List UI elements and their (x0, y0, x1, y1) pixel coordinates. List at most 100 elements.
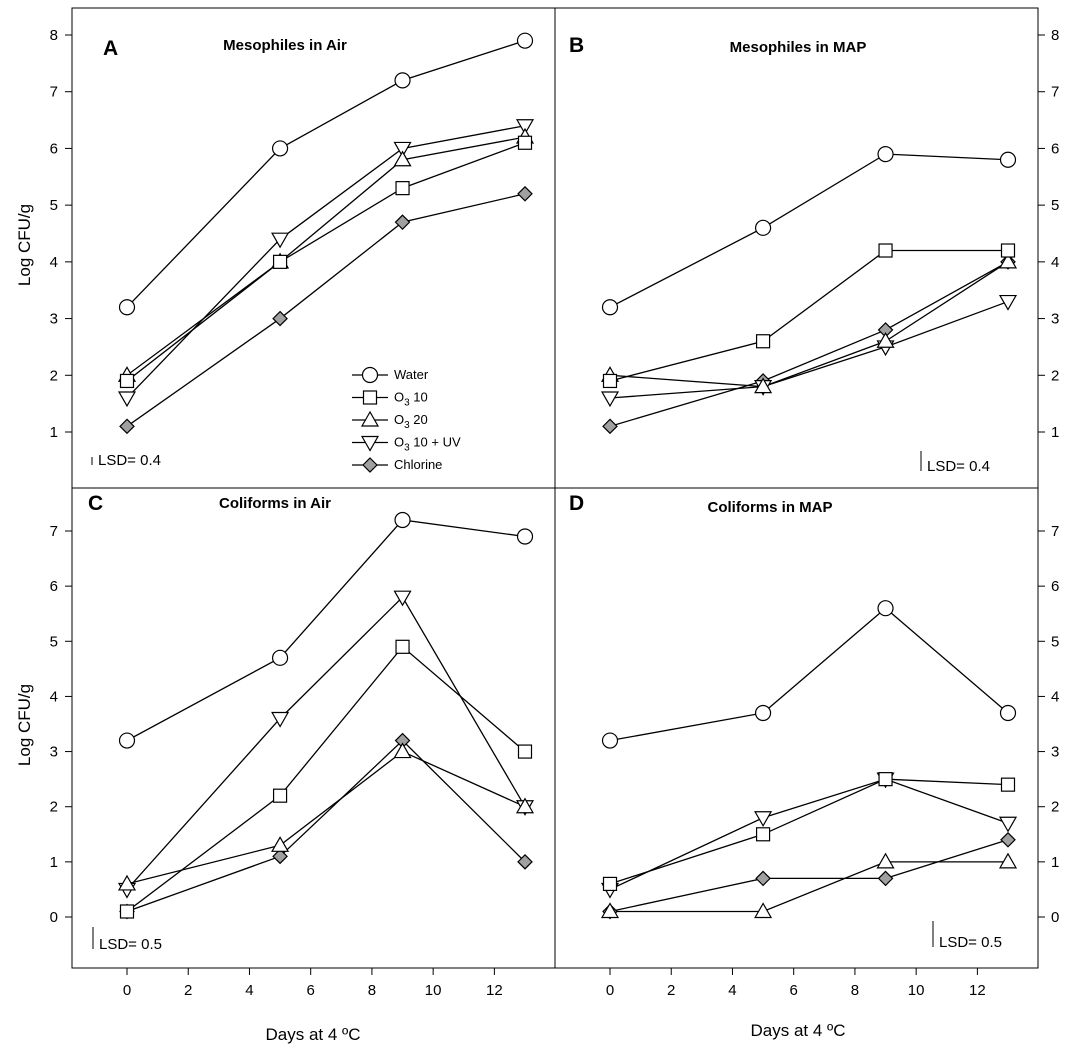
data-point (602, 418, 618, 435)
data-point (998, 816, 1018, 833)
y-tick-label: 2 (1051, 799, 1059, 816)
x-tick-label: 0 (606, 982, 614, 999)
data-point (601, 299, 619, 316)
y-tick-label: 2 (1051, 367, 1059, 384)
data-point (272, 254, 288, 269)
x-tick-label: 12 (486, 982, 503, 999)
y-tick-label: 6 (1051, 578, 1059, 595)
y-tick-label: 7 (1051, 523, 1059, 540)
legend-marker (361, 366, 379, 384)
data-point (998, 852, 1018, 869)
series-line-o3-10-uv (126, 596, 526, 890)
series-line-o3-20 (610, 861, 1008, 913)
legend-label: O3 10 (394, 390, 428, 409)
series-line-o3-20 (126, 750, 526, 885)
y-tick-label: 0 (1051, 909, 1059, 926)
data-point (600, 902, 620, 919)
x-tick-label: 6 (790, 982, 798, 999)
data-point (119, 373, 135, 389)
y-tick-label: 1 (50, 854, 58, 871)
data-point (393, 141, 412, 158)
data-point (754, 377, 773, 394)
y-tick-label: 1 (1051, 854, 1059, 871)
lsd-label: LSD= 0.4 (927, 458, 990, 475)
data-point (271, 711, 290, 728)
y-tick-label: 1 (50, 424, 58, 441)
lsd-label: LSD= 0.4 (98, 452, 161, 469)
y-tick-label: 7 (50, 523, 58, 540)
data-point (877, 600, 894, 617)
data-point (394, 214, 411, 231)
data-point (876, 852, 895, 869)
y-tick-label: 8 (50, 27, 58, 44)
legend-marker (360, 435, 380, 452)
y-tick-label: 4 (1051, 254, 1059, 271)
data-point (754, 811, 773, 827)
panel-frame (71, 7, 556, 489)
series-line-water (126, 40, 526, 308)
series-line-o3-10 (126, 645, 526, 913)
panel-b: 1 2 3 4 5 6 7 8 B Mesophiles in MAP LSD= 0.4 (554, 7, 1059, 489)
series-line-chlorine (126, 739, 526, 913)
panel-frame (554, 487, 1039, 969)
data-point (878, 772, 893, 787)
data-point (119, 418, 135, 435)
data-point (602, 876, 618, 892)
y-tick-label: 2 (50, 367, 58, 384)
series-line-water (609, 607, 1009, 742)
data-point (394, 72, 411, 89)
x-axis-title-left: Days at 4 ºC (265, 1025, 360, 1044)
series-line-o3-10 (609, 778, 1009, 885)
data-point (119, 904, 135, 919)
data-point (998, 294, 1018, 311)
y-axis-title-top: Log CFU/g (15, 204, 34, 286)
series-line-chlorine (609, 261, 1009, 427)
data-point (118, 299, 136, 316)
data-point (515, 119, 535, 135)
panel-title: Mesophiles in MAP (730, 39, 867, 56)
panel-a: 1 2 3 4 5 6 7 8 A Mesophiles in Air LSD= 0.4 (50, 7, 556, 489)
data-point (271, 649, 289, 666)
y-tick-label: 3 (50, 311, 58, 328)
panel-letter: D (569, 492, 584, 515)
x-tick-label: 8 (851, 982, 859, 999)
data-point (516, 528, 534, 545)
data-point (517, 135, 533, 150)
data-point (516, 32, 534, 49)
series-line-o3-10-uv (609, 778, 1009, 891)
data-point (998, 252, 1018, 269)
data-point (600, 391, 620, 408)
x-tick-label: 4 (245, 982, 253, 999)
x-tick-label: 2 (184, 982, 192, 999)
y-tick-label: 3 (50, 744, 58, 761)
panel-letter: C (88, 492, 103, 515)
data-point (999, 704, 1017, 722)
legend-label: O3 20 (394, 412, 428, 431)
y-tick-label: 0 (50, 909, 58, 926)
y-tick-label: 6 (50, 578, 58, 595)
y-tick-label: 4 (50, 688, 58, 705)
x-tick-label: 4 (728, 982, 736, 999)
data-point (272, 310, 288, 327)
data-point (1000, 243, 1016, 258)
y-tick-label: 2 (50, 799, 58, 816)
data-point (515, 797, 535, 814)
series-line-o3-10-uv (126, 125, 526, 399)
data-point (394, 511, 411, 529)
data-point (393, 742, 412, 759)
data-point (271, 836, 290, 852)
data-point (271, 232, 290, 249)
data-point (877, 870, 894, 887)
y-tick-label: 1 (1051, 424, 1059, 441)
data-point (117, 391, 137, 408)
data-point (517, 185, 533, 202)
legend-marker (362, 457, 378, 473)
y-tick-label: 7 (1051, 84, 1059, 101)
panel-frame (554, 7, 1039, 489)
legend-label: Chlorine (394, 457, 442, 472)
legend-marker (360, 410, 380, 427)
data-point (755, 827, 771, 842)
